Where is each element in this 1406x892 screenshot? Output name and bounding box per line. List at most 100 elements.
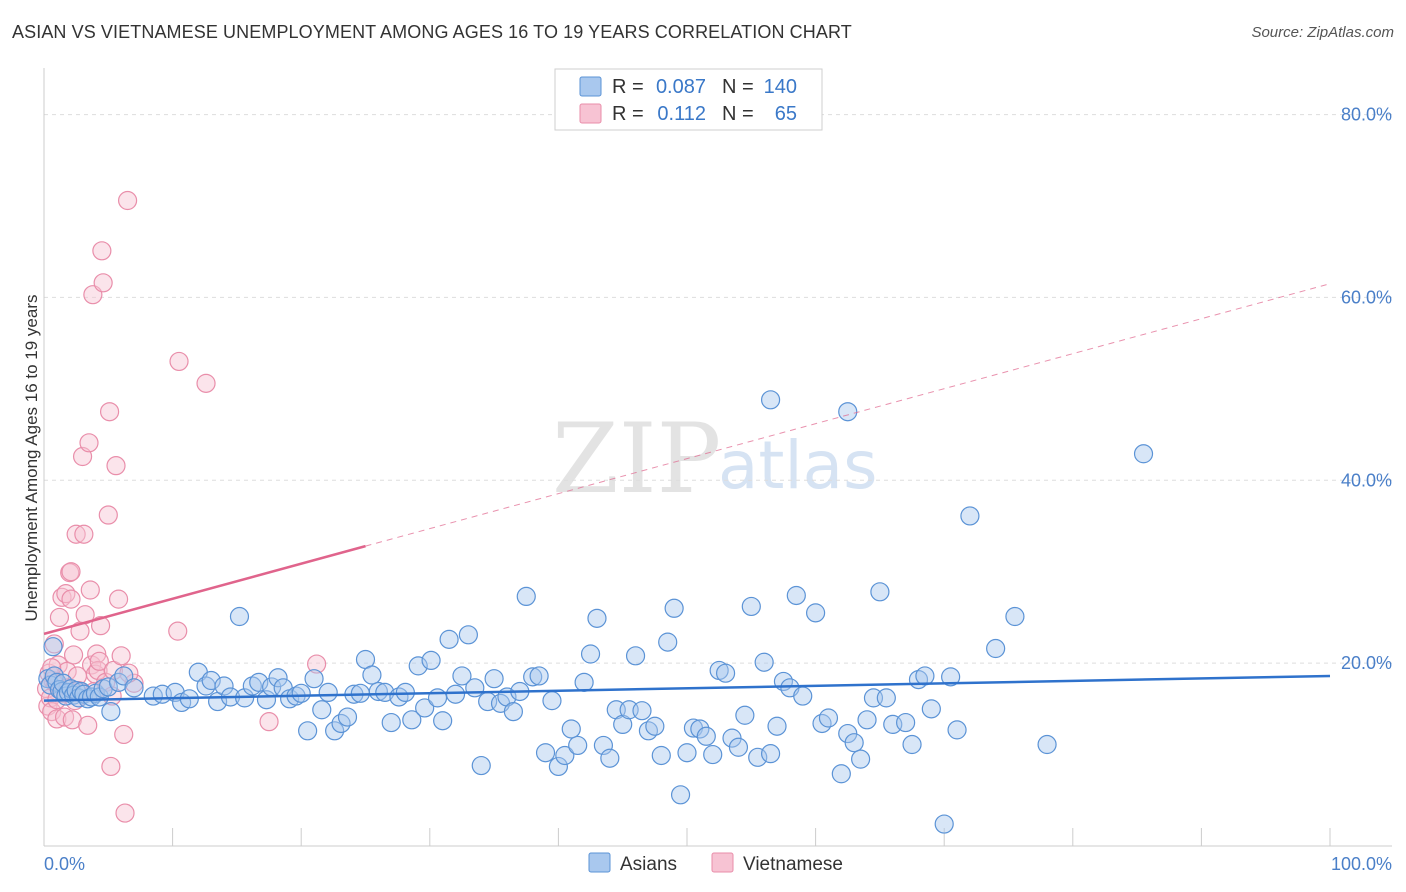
asians-point <box>465 678 485 698</box>
asians-point <box>664 598 684 618</box>
asians-point <box>555 745 575 766</box>
asians-point <box>298 721 318 741</box>
asians-point <box>312 700 332 720</box>
legend-n-value-vietnamese: 65 <box>775 103 797 125</box>
asians-point <box>304 669 324 689</box>
series-legend-swatch-asians <box>588 852 611 873</box>
asians-point <box>786 585 806 606</box>
asians-point <box>101 701 121 722</box>
asians-point <box>902 734 922 755</box>
vietnamese-point <box>168 621 188 641</box>
series-legend-swatch-vietnamese <box>711 852 734 873</box>
vietnamese-point <box>117 190 138 211</box>
vietnamese-point <box>60 563 80 583</box>
vietnamese-point <box>90 616 111 636</box>
asians-point <box>516 586 536 607</box>
asians-point <box>503 701 523 722</box>
vietnamese-point <box>115 803 135 823</box>
asians-trend-line <box>43 674 1331 702</box>
asians-point <box>529 666 549 686</box>
vietnamese-point <box>307 654 327 674</box>
grid-lines <box>44 114 1392 664</box>
asians-point <box>760 744 781 764</box>
asians-point <box>690 719 710 739</box>
asians-point <box>580 644 601 664</box>
series-legend: Asians Vietnamese <box>588 852 843 875</box>
legend-r-label-vietnamese: R = <box>612 103 644 125</box>
series-legend-label-asians: Asians <box>620 854 677 875</box>
vietnamese-point <box>89 651 109 671</box>
asians-point <box>43 637 63 657</box>
asians-point <box>98 677 118 697</box>
legend-swatch-asians <box>579 76 602 97</box>
vietnamese-point <box>259 712 279 732</box>
asians-point <box>960 506 980 526</box>
asians-point <box>658 632 678 652</box>
asians-point <box>670 785 691 805</box>
asians-point <box>421 650 441 671</box>
vietnamese-point <box>61 562 81 582</box>
asians-point <box>651 745 671 766</box>
vietnamese-point <box>101 756 121 777</box>
legend-swatch-vietnamese <box>579 103 602 124</box>
watermark-zip: ZIP <box>552 403 721 515</box>
asians-point <box>748 747 768 767</box>
watermark-atlas: atlas <box>718 427 878 504</box>
asians-point <box>325 721 345 741</box>
vietnamese-points <box>36 190 327 823</box>
asians-point <box>934 814 954 834</box>
asians-point <box>754 652 774 672</box>
asians-point <box>548 756 569 777</box>
asians-point <box>625 646 646 666</box>
asians-point <box>741 596 761 617</box>
asians-point <box>941 667 961 687</box>
legend-r-value-asians: 0.087 <box>656 76 706 98</box>
asians-point <box>947 720 967 740</box>
asians-point <box>568 735 588 756</box>
asians-point <box>696 726 716 746</box>
vietnamese-point <box>56 584 76 604</box>
asians-point <box>471 755 491 776</box>
asians-point <box>857 710 877 730</box>
x-tick-label-max: 100.0% <box>1331 854 1392 874</box>
stats-legend: R = 0.087 N = 140 R = 0.112 N = 65 <box>554 68 823 131</box>
vietnamese-point <box>169 351 189 372</box>
asians-point <box>767 716 787 736</box>
asians-point <box>368 681 388 702</box>
asians-point <box>645 716 665 736</box>
asians-point <box>715 663 736 683</box>
asians-point <box>600 748 620 768</box>
x-tick-marks <box>172 828 1331 846</box>
asians-point <box>915 666 935 686</box>
asians-point <box>249 672 269 692</box>
asians-point <box>523 667 543 687</box>
asians-point <box>452 666 472 686</box>
asians-point <box>535 743 556 763</box>
asians-point <box>427 688 448 708</box>
vietnamese-point <box>93 273 113 293</box>
vietnamese-point <box>92 241 112 261</box>
x-tick-label-min: 0.0% <box>44 854 85 874</box>
asians-point <box>229 606 250 627</box>
asians-point <box>831 764 851 784</box>
vietnamese-point <box>124 673 144 693</box>
y-axis-label: Unemployment Among Ages 16 to 19 years <box>22 295 41 622</box>
vietnamese-point <box>74 524 94 544</box>
asians-point <box>375 682 395 703</box>
asians-point <box>242 676 262 696</box>
source-label: Source: ZipAtlas.com <box>1251 24 1394 41</box>
vietnamese-point <box>61 589 81 609</box>
asians-point <box>1133 444 1154 464</box>
asians-point <box>760 390 781 410</box>
asians-point <box>851 749 871 769</box>
vietnamese-trend-extension <box>365 283 1331 547</box>
asians-point <box>793 686 813 706</box>
asians-point <box>818 708 839 728</box>
asians-point <box>458 625 478 645</box>
asians-point <box>268 668 288 688</box>
asians-point <box>986 638 1006 659</box>
asians-point <box>433 711 453 731</box>
y-tick-label: 40.0% <box>1341 470 1392 490</box>
trend-lines <box>43 283 1331 702</box>
legend-n-label-asians: N = <box>722 76 754 98</box>
